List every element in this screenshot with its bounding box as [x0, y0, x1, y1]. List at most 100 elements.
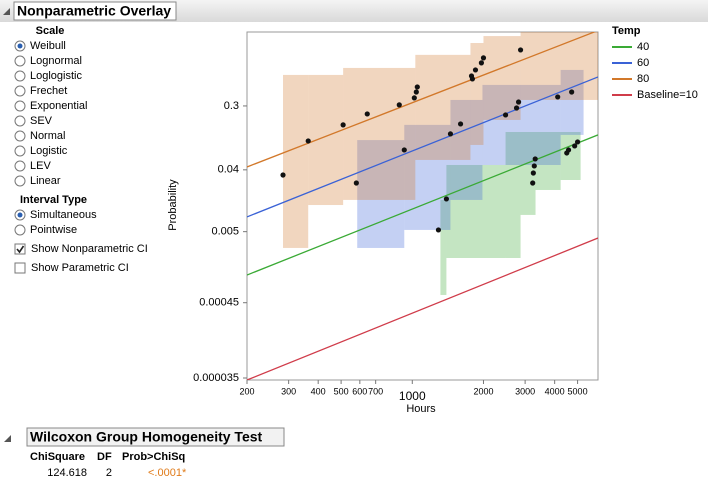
- radio-button[interactable]: [14, 145, 26, 157]
- x-tick-label: 1000: [399, 389, 426, 403]
- x-tick-label: 500: [334, 386, 349, 396]
- interval-title: Interval Type: [20, 194, 87, 206]
- confidence-band: [283, 74, 309, 248]
- data-point: [411, 95, 417, 101]
- data-point: [469, 76, 476, 82]
- data-point: [517, 47, 524, 53]
- x-tick-label: 4000: [545, 386, 565, 396]
- y-tick-label: 0.005: [211, 226, 239, 238]
- data-point: [280, 172, 286, 178]
- title-box: [13, 1, 177, 21]
- data-point: [530, 180, 536, 186]
- radio-label: Linear: [30, 175, 61, 187]
- data-point: [353, 180, 359, 186]
- data-point: [340, 122, 346, 128]
- confidence-band: [535, 132, 561, 190]
- plot-frame: [246, 31, 599, 381]
- confidence-band: [505, 132, 521, 258]
- radio-label: LEV: [30, 160, 51, 172]
- table-header: ChiSquare: [30, 451, 85, 463]
- data-point: [513, 105, 520, 111]
- x-tick-label: 300: [281, 386, 296, 396]
- confidence-band: [440, 199, 447, 295]
- x-tick-label: 600: [352, 386, 367, 396]
- legend-title: Temp: [612, 25, 641, 37]
- data-point: [569, 89, 575, 95]
- data-point: [480, 55, 487, 61]
- y-tick-label: 0.3: [224, 100, 239, 112]
- header-bar: [0, 0, 708, 22]
- data-point: [574, 139, 581, 145]
- radio-button[interactable]: [14, 85, 26, 97]
- disclosure-icon[interactable]: [3, 8, 10, 15]
- confidence-band: [520, 32, 598, 100]
- data-point: [515, 99, 522, 105]
- data-point: [364, 111, 370, 117]
- table-header: DF: [97, 451, 112, 463]
- data-point: [396, 102, 402, 108]
- data-point: [531, 163, 537, 169]
- data-point: [478, 60, 485, 66]
- checkmark: [16, 245, 25, 254]
- x-tick-label: 700: [368, 386, 383, 396]
- confidence-band: [446, 164, 506, 258]
- x-tick-label: 2000: [473, 386, 493, 396]
- checkbox-label: Show Parametric CI: [31, 262, 129, 274]
- checkbox[interactable]: [14, 243, 26, 255]
- data-point: [532, 156, 538, 162]
- radio-button[interactable]: [14, 130, 26, 142]
- disclosure-icon[interactable]: [4, 435, 11, 442]
- fit-line: [247, 32, 597, 168]
- y-tick-label: 0.04: [218, 164, 239, 176]
- radio-button[interactable]: [14, 100, 26, 112]
- radio-button[interactable]: [14, 175, 26, 187]
- data-point: [305, 138, 311, 144]
- radio-button[interactable]: [14, 224, 26, 236]
- legend-label: 60: [637, 57, 649, 69]
- data-point: [413, 89, 419, 95]
- radio-label: Simultaneous: [30, 209, 97, 221]
- radio-label: Pointwise: [30, 224, 77, 236]
- legend-label: Baseline=10: [637, 89, 698, 101]
- x-tick-label: 3000: [515, 386, 535, 396]
- checkbox-label: Show Nonparametric CI: [31, 243, 148, 255]
- data-point: [447, 131, 454, 137]
- radio-dot: [17, 43, 23, 49]
- radio-button[interactable]: [14, 160, 26, 172]
- data-point: [435, 227, 442, 233]
- y-tick-label: 0.000035: [193, 372, 239, 384]
- confidence-band: [404, 124, 451, 230]
- fit-line: [247, 237, 598, 380]
- radio-label: Frechet: [30, 85, 67, 97]
- radio-button[interactable]: [14, 70, 26, 82]
- test-title-box: [26, 427, 285, 447]
- test-title: Wilcoxon Group Homogeneity Test: [30, 429, 263, 445]
- x-axis-label: Hours: [406, 403, 436, 415]
- checkbox[interactable]: [14, 262, 26, 274]
- x-tick-label: 200: [239, 386, 254, 396]
- table-header: Prob>ChiSq: [122, 451, 185, 463]
- fit-line: [247, 134, 598, 276]
- confidence-band: [483, 36, 521, 120]
- radio-button[interactable]: [14, 115, 26, 127]
- legend-label: 80: [637, 73, 649, 85]
- radio-label: Logistic: [30, 145, 68, 157]
- radio-label: Weibull: [30, 40, 66, 52]
- scale-title: Scale: [36, 25, 65, 37]
- legend-label: 40: [637, 41, 649, 53]
- radio-label: Lognormal: [30, 55, 82, 67]
- y-axis-label: Probability: [167, 179, 179, 231]
- x-tick-label: 400: [311, 386, 326, 396]
- confidence-band: [520, 132, 536, 215]
- confidence-band: [343, 67, 416, 200]
- data-point: [401, 147, 407, 153]
- data-point: [414, 84, 420, 90]
- data-point: [555, 94, 561, 100]
- data-point: [502, 112, 509, 118]
- plot-content: [247, 32, 598, 380]
- radio-button[interactable]: [14, 55, 26, 67]
- confidence-band: [415, 54, 471, 160]
- data-point: [530, 170, 536, 176]
- table-cell: 124.618: [47, 467, 87, 479]
- confidence-band: [482, 84, 561, 165]
